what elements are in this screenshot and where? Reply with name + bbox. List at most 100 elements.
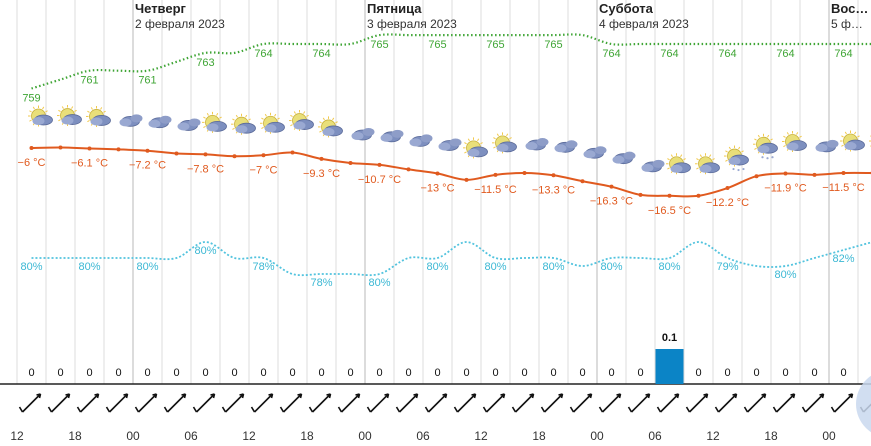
cloud-puff [409, 138, 422, 147]
sun-ray [667, 167, 670, 170]
humidity-label: 80% [194, 245, 216, 257]
wind-shaft [485, 393, 506, 413]
cloud-puff [438, 142, 451, 151]
wind-feather [279, 406, 285, 413]
wind-head [473, 393, 477, 399]
partly-cloudy-icon [666, 153, 691, 175]
humidity-label: 80% [78, 261, 100, 273]
cloud-puff [61, 116, 74, 125]
partly-cloudy-icon [28, 105, 53, 127]
wind-head [821, 393, 825, 399]
sun-ray [783, 135, 786, 138]
sun-ray [783, 145, 786, 148]
wind-feather [772, 406, 778, 413]
sun-ray [335, 121, 338, 124]
time-label: 06 [648, 429, 662, 443]
wind-arrow-icon [714, 393, 738, 413]
wind-shaft [746, 393, 767, 413]
wind-arrow-icon [453, 393, 477, 413]
sun-ray [90, 107, 93, 110]
temperature-point [319, 156, 324, 161]
temperature-label: −12.2 °C [706, 197, 749, 209]
sun-ray [264, 113, 267, 117]
cloud-puff [594, 146, 607, 155]
humidity-series: 80% 80% 80% 80% 78% 78% 80% 80% 80% 80% 80% 80% 79% 8… [20, 241, 871, 289]
overcast-icon [351, 128, 375, 141]
partly-cloudy-icon [318, 116, 343, 138]
humidity-label: 80% [774, 269, 796, 281]
wind-feather [482, 406, 488, 413]
temperature-point [638, 192, 643, 197]
wind-shaft [108, 393, 129, 413]
wind-feather [337, 406, 343, 413]
pressure-label: 764 [834, 48, 852, 60]
cloud-puff [351, 132, 364, 141]
sun-ray [477, 138, 480, 142]
day-name: Четверг [135, 1, 187, 16]
humidity-line [31, 241, 871, 277]
wind-feather [743, 406, 749, 413]
humidity-label: 80% [542, 261, 564, 273]
precipitation-label: 0 [86, 367, 92, 379]
sun-ray [464, 142, 467, 145]
partly-cloudy-icon [492, 132, 517, 154]
partly-cloudy-icon [231, 113, 256, 135]
wind-head [676, 393, 680, 399]
wind-head [154, 393, 158, 399]
cloud-puff [264, 124, 277, 133]
cloud-puff [826, 139, 839, 148]
sun-ray [741, 150, 744, 153]
humidity-label: 80% [20, 261, 42, 273]
wind-head [589, 393, 593, 399]
sun-ray [683, 158, 686, 161]
wind-feather [18, 406, 24, 413]
cloud-puff [728, 157, 741, 166]
temperature-label: −13 °C [420, 182, 454, 194]
pressure-label: 765 [428, 39, 446, 51]
sun-ray [235, 114, 238, 118]
wind-shaft [137, 393, 158, 413]
wind-arrow-icon [134, 393, 158, 413]
wind-feather [76, 406, 82, 413]
pressure-label: 764 [602, 48, 620, 60]
cloud-puff [130, 114, 143, 123]
wind-arrow-icon [627, 393, 651, 413]
snowflake [742, 167, 745, 171]
temperature-point [87, 146, 92, 151]
temperature-label: −16.3 °C [590, 196, 633, 208]
cloud-puff [391, 129, 404, 138]
pressure-label: 765 [370, 39, 388, 51]
cloud-puff [420, 134, 433, 143]
temperature-point [783, 171, 788, 176]
humidity-label: 79% [716, 261, 738, 273]
sun-ray [680, 154, 683, 158]
sun-ray [219, 116, 222, 119]
precipitation-bar [655, 349, 684, 384]
time-label: 06 [416, 429, 430, 443]
sun-ray [699, 154, 702, 158]
time-label: 00 [822, 429, 836, 443]
temperature-point [406, 167, 411, 172]
cloud-puff [177, 122, 190, 131]
sun-ray [493, 146, 496, 149]
day-date: 4 февраля 2023 [599, 17, 689, 31]
wind-feather [569, 406, 575, 413]
sun-ray [319, 130, 322, 133]
wind-feather [511, 406, 517, 413]
wind-head [560, 393, 564, 399]
wind-head [705, 393, 709, 399]
wind-head [270, 393, 274, 399]
sun-ray [757, 134, 760, 138]
wind-shaft [601, 393, 622, 413]
precipitation-series: 0 0 0 0 0 0 0 0 0 0 0 0 0 0 0 0 0 0 0 0 0 0 0.1 0 0 0 0 0 0 [28, 332, 847, 384]
wind-shaft [630, 393, 651, 413]
temperature-point [841, 171, 846, 176]
cloud-puff [206, 123, 219, 132]
cloud-puff [148, 119, 161, 128]
overcast-icon [815, 139, 839, 153]
sun-ray [45, 110, 48, 113]
wind-arrow-icon [743, 393, 767, 413]
scroll-handle [856, 375, 871, 433]
sun-ray [29, 110, 32, 113]
